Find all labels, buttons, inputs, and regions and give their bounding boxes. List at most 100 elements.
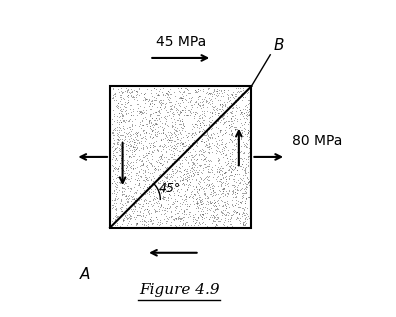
- Point: [182, 189, 188, 194]
- Point: [214, 217, 221, 222]
- Point: [172, 128, 178, 133]
- Point: [137, 191, 144, 196]
- Point: [200, 166, 206, 171]
- Point: [129, 94, 136, 99]
- Point: [220, 204, 226, 209]
- Point: [234, 210, 240, 215]
- Point: [201, 118, 208, 123]
- Point: [185, 160, 191, 165]
- Point: [155, 128, 161, 133]
- Point: [198, 163, 204, 168]
- Point: [119, 160, 125, 165]
- Point: [185, 160, 191, 165]
- Point: [227, 92, 234, 97]
- Point: [243, 196, 249, 201]
- Point: [140, 167, 147, 172]
- Point: [206, 170, 213, 175]
- Point: [141, 94, 147, 100]
- Point: [166, 143, 173, 148]
- Point: [232, 108, 239, 113]
- Point: [116, 164, 122, 169]
- Point: [142, 191, 148, 196]
- Point: [242, 94, 249, 99]
- Point: [177, 109, 183, 114]
- Point: [118, 115, 125, 120]
- Point: [181, 172, 187, 177]
- Point: [157, 171, 163, 176]
- Point: [110, 86, 116, 91]
- Point: [228, 123, 235, 128]
- Point: [175, 122, 182, 127]
- Point: [201, 127, 207, 132]
- Point: [144, 145, 150, 150]
- Point: [153, 201, 160, 206]
- Point: [209, 125, 215, 130]
- Point: [147, 216, 154, 221]
- Point: [208, 133, 214, 138]
- Point: [237, 200, 243, 205]
- Point: [240, 220, 246, 225]
- Point: [201, 94, 208, 99]
- Point: [179, 108, 185, 113]
- Point: [207, 143, 213, 148]
- Point: [120, 167, 126, 172]
- Point: [131, 203, 137, 208]
- Point: [181, 88, 187, 94]
- Point: [147, 118, 153, 123]
- Point: [158, 201, 164, 206]
- Point: [219, 151, 226, 156]
- Point: [188, 191, 194, 197]
- Point: [178, 139, 184, 145]
- Point: [128, 126, 135, 131]
- Point: [198, 212, 205, 217]
- Point: [207, 185, 213, 190]
- Point: [148, 202, 154, 207]
- Point: [165, 217, 171, 222]
- Point: [203, 165, 209, 170]
- Point: [177, 169, 183, 174]
- Point: [158, 97, 164, 102]
- Point: [179, 118, 186, 123]
- Point: [243, 109, 249, 114]
- Point: [156, 206, 162, 211]
- Point: [240, 164, 247, 169]
- Point: [210, 174, 217, 179]
- Point: [135, 213, 142, 218]
- Point: [230, 189, 236, 194]
- Point: [237, 218, 243, 223]
- Point: [211, 95, 218, 100]
- Point: [219, 104, 226, 109]
- Point: [167, 130, 173, 135]
- Point: [221, 121, 227, 126]
- Point: [210, 209, 217, 214]
- Point: [129, 136, 136, 141]
- Point: [182, 191, 188, 197]
- Point: [192, 122, 198, 127]
- Point: [144, 87, 150, 92]
- Point: [133, 93, 139, 98]
- Point: [180, 148, 186, 153]
- Point: [216, 113, 223, 119]
- Point: [142, 169, 148, 174]
- Point: [154, 108, 161, 113]
- Point: [223, 145, 229, 150]
- Point: [118, 120, 124, 125]
- Point: [175, 192, 182, 197]
- Point: [175, 111, 182, 116]
- Point: [147, 152, 154, 157]
- Point: [176, 189, 182, 194]
- Point: [187, 100, 193, 105]
- Point: [149, 100, 155, 105]
- Point: [180, 176, 187, 181]
- Point: [234, 89, 241, 94]
- Point: [220, 93, 227, 98]
- Point: [160, 91, 166, 96]
- Point: [212, 192, 218, 197]
- Point: [193, 184, 199, 190]
- Point: [234, 172, 240, 177]
- Point: [220, 186, 227, 191]
- Point: [241, 206, 247, 211]
- Point: [117, 113, 124, 118]
- Point: [180, 199, 186, 204]
- Point: [233, 126, 240, 132]
